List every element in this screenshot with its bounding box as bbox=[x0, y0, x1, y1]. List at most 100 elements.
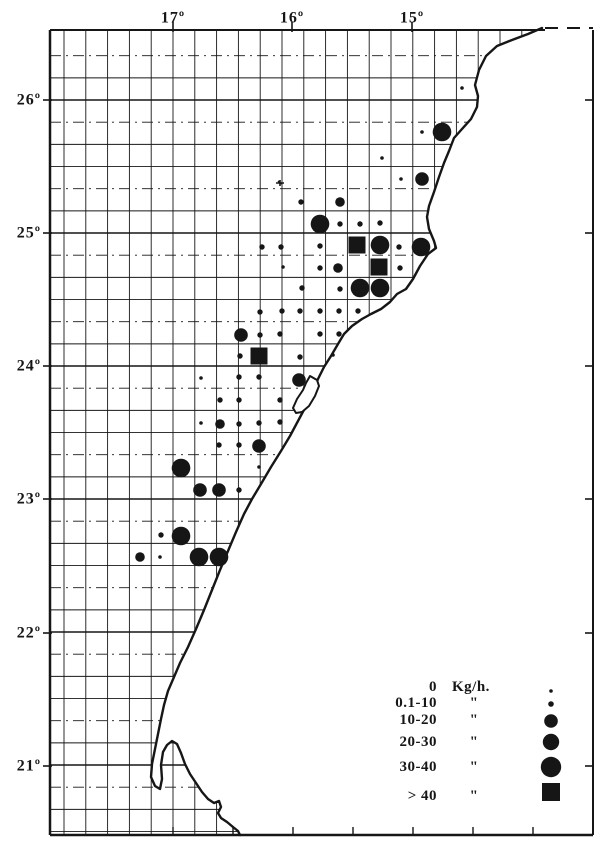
map-point-c2 bbox=[335, 197, 345, 207]
legend-ditto-2: " bbox=[470, 712, 479, 728]
map-point-c4 bbox=[370, 235, 390, 255]
axis-ticks bbox=[43, 22, 593, 835]
map-point-c3 bbox=[234, 328, 248, 342]
legend-range-3: 20-30 bbox=[400, 734, 438, 750]
legend: 0 Kg/h. 0.1-10 " 10-20 " 20-30 " 30-40 "… bbox=[395, 679, 490, 804]
map-point-c1 bbox=[237, 353, 243, 359]
map-point-c0 bbox=[199, 376, 203, 380]
map-point-c0 bbox=[281, 265, 285, 269]
map-point-c4 bbox=[432, 122, 452, 142]
map-point-c1 bbox=[236, 397, 242, 403]
map-point-c1 bbox=[277, 331, 283, 337]
map-point-c4 bbox=[189, 547, 209, 567]
legend-ditto-5: " bbox=[470, 788, 479, 804]
legend-symbol-circle bbox=[540, 756, 562, 778]
map-point-c0 bbox=[380, 156, 384, 160]
map-point-c1 bbox=[256, 374, 262, 380]
map-point-c1 bbox=[216, 442, 222, 448]
island bbox=[292, 375, 320, 414]
map-point-square bbox=[250, 347, 268, 365]
map-point-c3 bbox=[252, 439, 266, 453]
map-point-c1 bbox=[298, 199, 304, 205]
legend-range-4: 30-40 bbox=[400, 759, 438, 775]
legend-symbol-circle bbox=[544, 714, 558, 728]
map-point-c1 bbox=[317, 331, 323, 337]
map-point-c1 bbox=[256, 420, 262, 426]
map-point-c3 bbox=[193, 483, 207, 497]
map-point-c1 bbox=[297, 308, 303, 314]
legend-unit-header: Kg/h. bbox=[452, 679, 490, 695]
map-point-c0 bbox=[158, 555, 162, 559]
map-point-c1 bbox=[158, 532, 164, 538]
legend-symbol-dot bbox=[549, 689, 553, 693]
map-point-c4 bbox=[370, 278, 390, 298]
map-point-c4 bbox=[171, 458, 191, 478]
map-point-c1 bbox=[277, 419, 283, 425]
map-mark-cross bbox=[276, 180, 284, 186]
legend-symbols bbox=[540, 689, 562, 801]
map-point-c1 bbox=[259, 244, 265, 250]
map-point-c0 bbox=[420, 130, 424, 134]
lat-label-21: 21º bbox=[17, 758, 41, 775]
map-point-c1 bbox=[236, 421, 242, 427]
legend-symbol-dot bbox=[548, 701, 554, 707]
legend-range-0: 0 bbox=[429, 679, 437, 695]
map-point-c1 bbox=[317, 243, 323, 249]
legend-ditto-1: " bbox=[470, 695, 479, 711]
map-point-c2 bbox=[135, 552, 145, 562]
map-point-c0 bbox=[199, 421, 203, 425]
lon-label-17: 17º bbox=[161, 10, 185, 27]
legend-symbol-square bbox=[542, 783, 560, 801]
legend-symbol-circle bbox=[542, 733, 560, 751]
map-point-c1 bbox=[377, 220, 383, 226]
map-point-square bbox=[348, 236, 366, 254]
map-point-c0 bbox=[399, 177, 403, 181]
map-point-c1 bbox=[317, 265, 323, 271]
lat-label-26: 26º bbox=[17, 92, 41, 109]
map-point-square bbox=[370, 258, 388, 276]
map-point-c1 bbox=[336, 331, 342, 337]
map-point-c2 bbox=[215, 419, 225, 429]
map-point-c1 bbox=[355, 308, 361, 314]
map-point-c1 bbox=[257, 309, 263, 315]
map-point-c1 bbox=[236, 487, 242, 493]
coastline-path bbox=[149, 26, 544, 837]
map-point-c4 bbox=[171, 526, 191, 546]
map-point-c1 bbox=[357, 221, 363, 227]
lon-label-16: 16º bbox=[280, 10, 304, 27]
lat-label-22: 22º bbox=[17, 625, 41, 642]
map-point-c1 bbox=[397, 265, 403, 271]
map-point-c1 bbox=[317, 308, 323, 314]
longitude-labels: 17º 16º 15º bbox=[161, 10, 424, 27]
map-point-c1 bbox=[217, 397, 223, 403]
map-point-c1 bbox=[337, 286, 343, 292]
map-point-c0 bbox=[460, 86, 464, 90]
map-point-c4 bbox=[209, 547, 229, 567]
map-point-c3 bbox=[212, 483, 226, 497]
coastline bbox=[149, 26, 544, 837]
lat-label-24: 24º bbox=[17, 358, 41, 375]
map-point-c0 bbox=[257, 465, 261, 469]
map-point-c4 bbox=[310, 214, 330, 234]
lat-label-25: 25º bbox=[17, 225, 41, 242]
map-point-c1 bbox=[396, 244, 402, 250]
map-point-c1 bbox=[336, 308, 342, 314]
legend-ditto-3: " bbox=[470, 734, 479, 750]
legend-ditto-4: " bbox=[470, 759, 479, 775]
map-point-c4 bbox=[411, 237, 431, 257]
lat-label-23: 23º bbox=[17, 491, 41, 508]
map-point-c3 bbox=[415, 172, 429, 186]
legend-range-1: 0.1-10 bbox=[395, 695, 437, 711]
map-border bbox=[48, 27, 594, 837]
map-point-c1 bbox=[236, 374, 242, 380]
map-point-c1 bbox=[257, 332, 263, 338]
lon-label-15: 15º bbox=[400, 10, 424, 27]
latitude-labels: 26º 25º 24º 23º 22º 21º bbox=[17, 92, 41, 775]
map-point-c4 bbox=[350, 278, 370, 298]
map-point-c2 bbox=[333, 263, 343, 273]
map-point-c1 bbox=[236, 442, 242, 448]
grid bbox=[50, 30, 542, 835]
data-points bbox=[135, 86, 464, 567]
map-point-c1 bbox=[337, 221, 343, 227]
